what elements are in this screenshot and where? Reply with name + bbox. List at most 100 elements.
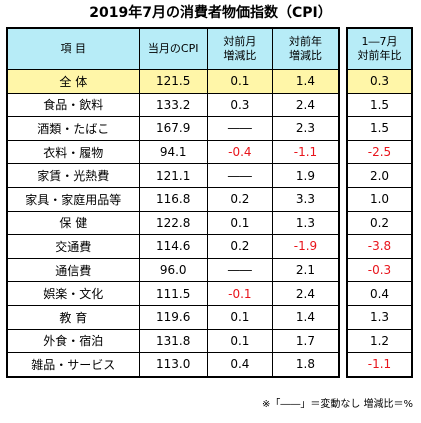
row-item: 保 健: [6, 210, 140, 236]
table-row: 娯楽・文化 111.5 -0.1 2.4: [6, 281, 340, 306]
row-ytd: 0.3: [346, 69, 413, 94]
cpi-main-table: 項 目 当月のCPI 対前月 増減比 対前年 増減比 全 体 121.5 0.1 1.4 食…: [6, 27, 340, 378]
row-mom: 0.2: [206, 186, 273, 212]
row-yoy: 3.3: [271, 186, 340, 212]
header-item: 項 目: [6, 27, 140, 70]
table-row: 雑品・サービス 113.0 0.4 1.8: [6, 352, 340, 378]
row-cpi: 133.2: [138, 92, 208, 118]
row-cpi: 119.6: [138, 304, 208, 330]
row-ytd: 1.0: [346, 186, 413, 212]
row-cpi: 122.8: [138, 210, 208, 236]
table-row-ytd: 1.5: [346, 116, 413, 141]
header-row: 項 目 当月のCPI 対前月 増減比 対前年 増減比: [6, 27, 340, 70]
row-cpi: 121.5: [138, 69, 208, 94]
row-mom: 0.4: [206, 352, 273, 378]
row-mom: 0.1: [206, 69, 273, 94]
row-yoy: 1.9: [271, 163, 340, 188]
row-yoy: 1.8: [271, 352, 340, 378]
table-row-ytd: 1.2: [346, 328, 413, 354]
row-mom: 0.1: [206, 328, 273, 354]
cpi-ytd-table: 1―7月 対前年比 0.3 1.5 1.5 -2.5 2.0 1.0 0.2 -3.8 -0.3 0…: [346, 27, 413, 378]
table-row: 教 育 119.6 0.1 1.4: [6, 304, 340, 330]
row-ytd: -2.5: [346, 139, 413, 165]
table-row-ytd: 1.5: [346, 92, 413, 118]
row-cpi: 113.0: [138, 352, 208, 378]
row-item: 家賃・光熱費: [6, 163, 140, 188]
row-mom: 0.1: [206, 210, 273, 236]
header-mom: 対前月 増減比: [206, 27, 273, 70]
row-cpi: 111.5: [138, 281, 208, 306]
row-yoy: 2.3: [271, 116, 340, 141]
footnote: ※「――」＝変動なし 増減比＝%: [261, 399, 413, 410]
table-row-ytd: 1.0: [346, 186, 413, 212]
row-item: 酒類・たばこ: [6, 116, 140, 141]
table-row-ytd: 1.3: [346, 304, 413, 330]
row-mom: 0.2: [206, 234, 273, 259]
table-row: 交通費 114.6 0.2 -1.9: [6, 234, 340, 259]
table-row: 外食・宿泊 131.8 0.1 1.7: [6, 328, 340, 354]
row-item: 食品・飲料: [6, 92, 140, 118]
table-row: 家賃・光熱費 121.1 ―― 1.9: [6, 163, 340, 188]
row-cpi: 131.8: [138, 328, 208, 354]
table-row-ytd: 2.0: [346, 163, 413, 188]
row-item: 衣料・履物: [6, 139, 140, 165]
row-item: 娯楽・文化: [6, 281, 140, 306]
row-yoy: 1.4: [271, 304, 340, 330]
row-ytd: -1.1: [346, 352, 413, 378]
row-yoy: 2.1: [271, 257, 340, 283]
row-cpi: 94.1: [138, 139, 208, 165]
table-row-ytd: -3.8: [346, 234, 413, 259]
row-cpi: 116.8: [138, 186, 208, 212]
table-row-ytd: -1.1: [346, 352, 413, 378]
row-yoy: -1.9: [271, 234, 340, 259]
table-row: 酒類・たばこ 167.9 ―― 2.3: [6, 116, 340, 141]
table-row: 家具・家庭用品等 116.8 0.2 3.3: [6, 186, 340, 212]
row-item: 家具・家庭用品等: [6, 186, 140, 212]
row-ytd: 0.2: [346, 210, 413, 236]
row-mom: ――: [206, 116, 273, 141]
row-mom: ――: [206, 163, 273, 188]
row-ytd: 2.0: [346, 163, 413, 188]
row-ytd: 1.5: [346, 116, 413, 141]
row-item: 全 体: [6, 69, 140, 94]
table-row: 通信費 96.0 ―― 2.1: [6, 257, 340, 283]
row-yoy: 1.3: [271, 210, 340, 236]
row-mom: -0.1: [206, 281, 273, 306]
table-row: 全 体 121.5 0.1 1.4: [6, 69, 340, 94]
row-yoy: 1.7: [271, 328, 340, 354]
row-yoy: -1.1: [271, 139, 340, 165]
row-cpi: 167.9: [138, 116, 208, 141]
row-item: 教 育: [6, 304, 140, 330]
table-row-ytd: 0.3: [346, 69, 413, 94]
row-cpi: 114.6: [138, 234, 208, 259]
row-yoy: 2.4: [271, 92, 340, 118]
row-item: 外食・宿泊: [6, 328, 140, 354]
row-yoy: 2.4: [271, 281, 340, 306]
table-row-ytd: -2.5: [346, 139, 413, 165]
header-cpi: 当月のCPI: [138, 27, 208, 70]
table-row-ytd: 0.2: [346, 210, 413, 236]
row-yoy: 1.4: [271, 69, 340, 94]
row-mom: 0.3: [206, 92, 273, 118]
row-ytd: 1.2: [346, 328, 413, 354]
row-cpi: 121.1: [138, 163, 208, 188]
row-ytd: -3.8: [346, 234, 413, 259]
page-title: 2019年7月の消費者物価指数（CPI）: [89, 5, 332, 21]
row-ytd: -0.3: [346, 257, 413, 283]
row-ytd: 1.3: [346, 304, 413, 330]
row-item: 雑品・サービス: [6, 352, 140, 378]
header-yoy: 対前年 増減比: [271, 27, 340, 70]
row-cpi: 96.0: [138, 257, 208, 283]
row-ytd: 0.4: [346, 281, 413, 306]
row-mom: ――: [206, 257, 273, 283]
row-ytd: 1.5: [346, 92, 413, 118]
row-item: 通信費: [6, 257, 140, 283]
header-row-ytd: 1―7月 対前年比: [346, 27, 413, 70]
row-mom: 0.1: [206, 304, 273, 330]
table-row: 保 健 122.8 0.1 1.3: [6, 210, 340, 236]
row-item: 交通費: [6, 234, 140, 259]
table-row-ytd: 0.4: [346, 281, 413, 306]
header-ytd: 1―7月 対前年比: [346, 27, 413, 70]
row-mom: -0.4: [206, 139, 273, 165]
table-row-ytd: -0.3: [346, 257, 413, 283]
